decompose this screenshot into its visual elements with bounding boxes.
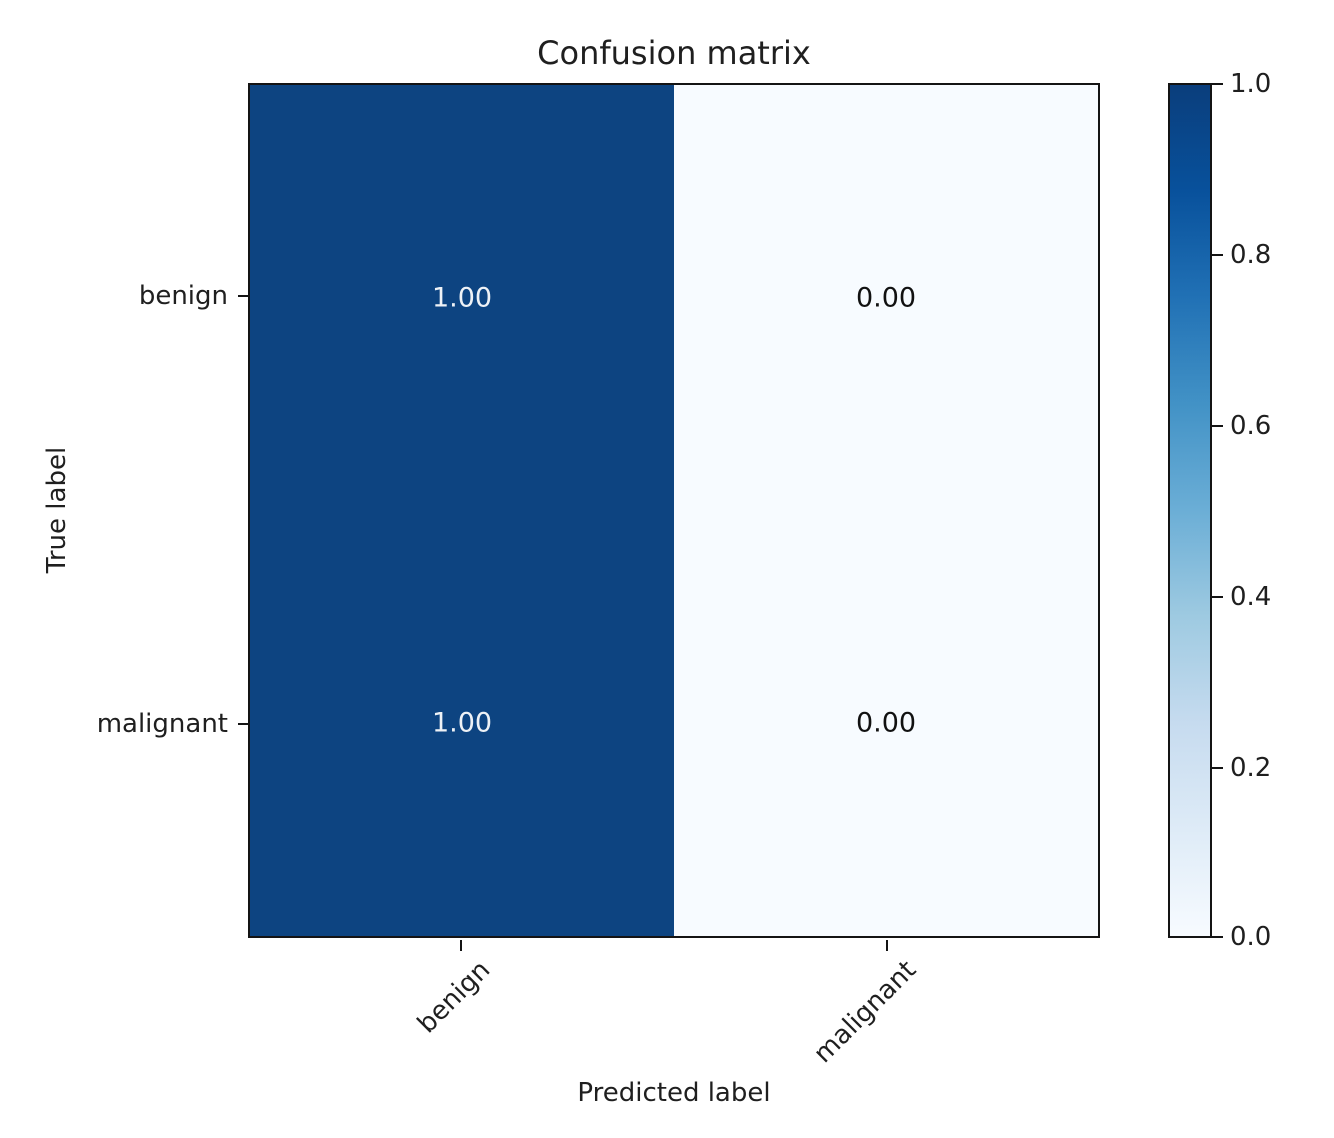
colorbar-tick-mark-1.0 — [1212, 83, 1223, 85]
ytick-label-malignant: malignant — [96, 709, 228, 739]
colorbar-tick-label-0.6: 0.6 — [1230, 411, 1272, 441]
colorbar-tick-label-0.0: 0.0 — [1230, 922, 1272, 952]
xtick-label-benign: benign — [411, 955, 497, 1040]
colorbar-tick-mark-0.4 — [1212, 596, 1223, 598]
xtick-mark-benign — [460, 940, 462, 951]
ytick-label-benign: benign — [138, 281, 228, 311]
xtick-label-malignant: malignant — [808, 955, 923, 1070]
y-axis-title: True label — [42, 446, 72, 574]
colorbar-tick-label-1.0: 1.0 — [1230, 69, 1272, 99]
heatmap-plot-area: 1.00 0.00 1.00 0.00 — [248, 83, 1100, 938]
colorbar-tick-mark-0.0 — [1212, 936, 1223, 938]
heatmap-column-benign — [250, 85, 674, 936]
colorbar-tick-mark-0.8 — [1212, 254, 1223, 256]
ytick-mark-benign — [238, 295, 248, 297]
cell-value-true-malignant-pred-benign: 1.00 — [431, 707, 493, 739]
chart-title: Confusion matrix — [537, 34, 811, 72]
cell-value-true-benign-pred-malignant: 0.00 — [855, 282, 917, 314]
colorbar-tick-label-0.8: 0.8 — [1230, 240, 1272, 270]
x-axis-title: Predicted label — [577, 1078, 771, 1108]
ytick-mark-malignant — [238, 723, 248, 725]
cell-value-true-benign-pred-benign: 1.00 — [431, 282, 493, 314]
colorbar-tick-mark-0.6 — [1212, 425, 1223, 427]
heatmap-column-malignant — [674, 85, 1098, 936]
colorbar-gradient — [1168, 83, 1212, 938]
colorbar-tick-label-0.4: 0.4 — [1230, 582, 1272, 612]
cell-value-true-malignant-pred-malignant: 0.00 — [855, 707, 917, 739]
colorbar-tick-mark-0.2 — [1212, 767, 1223, 769]
xtick-mark-malignant — [886, 940, 888, 951]
colorbar-tick-label-0.2: 0.2 — [1230, 753, 1272, 783]
